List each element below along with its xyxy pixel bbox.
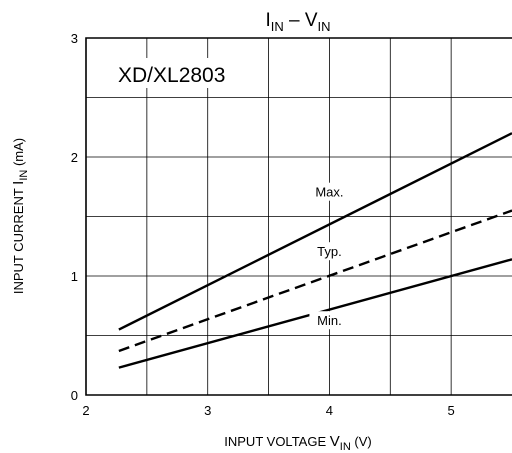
x-tick-label: 2	[82, 403, 89, 418]
y-tick-label: 3	[71, 31, 78, 46]
inset-label-box	[112, 58, 252, 88]
series-line-typ	[118, 209, 512, 353]
series-line-max	[118, 132, 512, 331]
y-tick-label: 1	[71, 269, 78, 284]
series-label-max: Max.	[315, 185, 343, 200]
plot-frame	[85, 37, 512, 396]
x-tick-label: 4	[326, 403, 333, 418]
series-labels: Max. Typ. Min.	[309, 182, 350, 330]
series-label-bg	[309, 311, 350, 330]
x-axis-label: INPUT VOLTAGE VIN (V)	[224, 433, 371, 453]
y-tick-label: 0	[71, 388, 78, 403]
grid-lines	[86, 38, 512, 395]
chart-title: IIN – VIN	[265, 10, 330, 34]
series-label-typ: Typ.	[317, 244, 342, 259]
x-tick-label: 3	[204, 403, 211, 418]
plot-frame-path	[85, 37, 512, 396]
series-label-min: Min.	[317, 313, 342, 328]
x-tick-label: 5	[448, 403, 455, 418]
tick-labels: 2 3 4 5 0 1 2 3	[71, 31, 455, 418]
y-axis-label: INPUT CURRENT IIN (mA)	[10, 138, 30, 294]
inset-label: XD/XL2803	[118, 64, 225, 87]
y-tick-label: 2	[71, 150, 78, 165]
series-label-bg	[309, 242, 350, 261]
series-label-bg	[309, 182, 350, 201]
